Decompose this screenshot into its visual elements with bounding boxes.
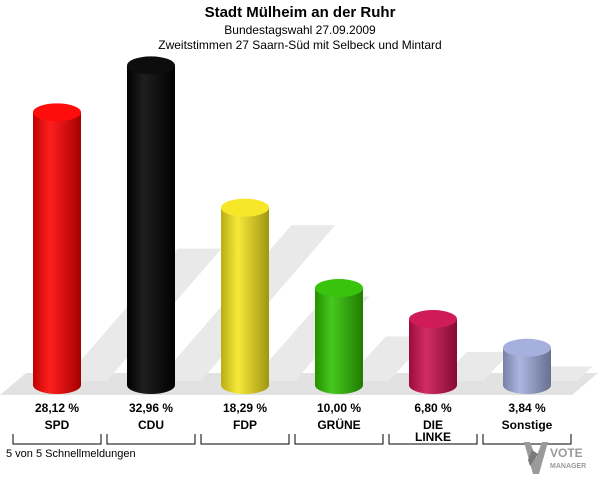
bar-spd xyxy=(33,103,81,394)
bar-body xyxy=(127,65,175,394)
bar-body xyxy=(409,319,457,394)
bar-top xyxy=(315,279,363,298)
bar-top xyxy=(127,56,175,75)
bar-top xyxy=(221,198,269,217)
value-label: 6,80 % xyxy=(414,401,452,415)
vote-manager-logo: VOTE MANAGER xyxy=(524,442,586,474)
category-label: DIE xyxy=(423,418,443,432)
category-label: LINKE xyxy=(415,430,451,444)
chart-title: Stadt Mülheim an der Ruhr xyxy=(204,4,396,21)
value-label: 28,12 % xyxy=(35,401,79,415)
category-label: GRÜNE xyxy=(317,417,360,432)
bar-body xyxy=(33,112,81,394)
value-label: 10,00 % xyxy=(317,401,361,415)
category-label: Sonstige xyxy=(502,418,553,432)
category-label: SPD xyxy=(45,418,70,432)
category-bracket xyxy=(200,434,290,445)
bar-die-linke xyxy=(409,310,457,394)
bar-top xyxy=(409,310,457,329)
value-label: 18,29 % xyxy=(223,401,267,415)
chart-subtitle-2: Zweitstimmen 27 Saarn-Süd mit Selbeck un… xyxy=(158,38,442,52)
bar-cdu xyxy=(127,56,175,394)
bar-grüne xyxy=(315,279,363,394)
footer-note: 5 von 5 Schnellmeldungen xyxy=(6,448,136,460)
value-label: 3,84 % xyxy=(508,401,546,415)
bar-sonstige xyxy=(503,338,551,394)
chart-subtitle: Bundestagswahl 27.09.2009 xyxy=(224,23,376,37)
category-bracket xyxy=(106,434,196,445)
category-bracket xyxy=(388,434,478,445)
bar-top xyxy=(503,338,551,357)
bar-fdp xyxy=(221,198,269,394)
logo-text-vote: VOTE xyxy=(550,446,583,460)
category-label: CDU xyxy=(138,418,164,432)
bar-body xyxy=(315,288,363,394)
bar-body xyxy=(221,207,269,394)
value-label: 32,96 % xyxy=(129,401,173,415)
category-label: FDP xyxy=(233,418,257,432)
bar-body xyxy=(503,347,551,394)
category-bracket xyxy=(12,434,102,445)
category-bracket xyxy=(294,434,384,445)
logo-text-manager: MANAGER xyxy=(550,463,586,470)
bar-shadow xyxy=(345,336,430,381)
bar-top xyxy=(33,103,81,122)
